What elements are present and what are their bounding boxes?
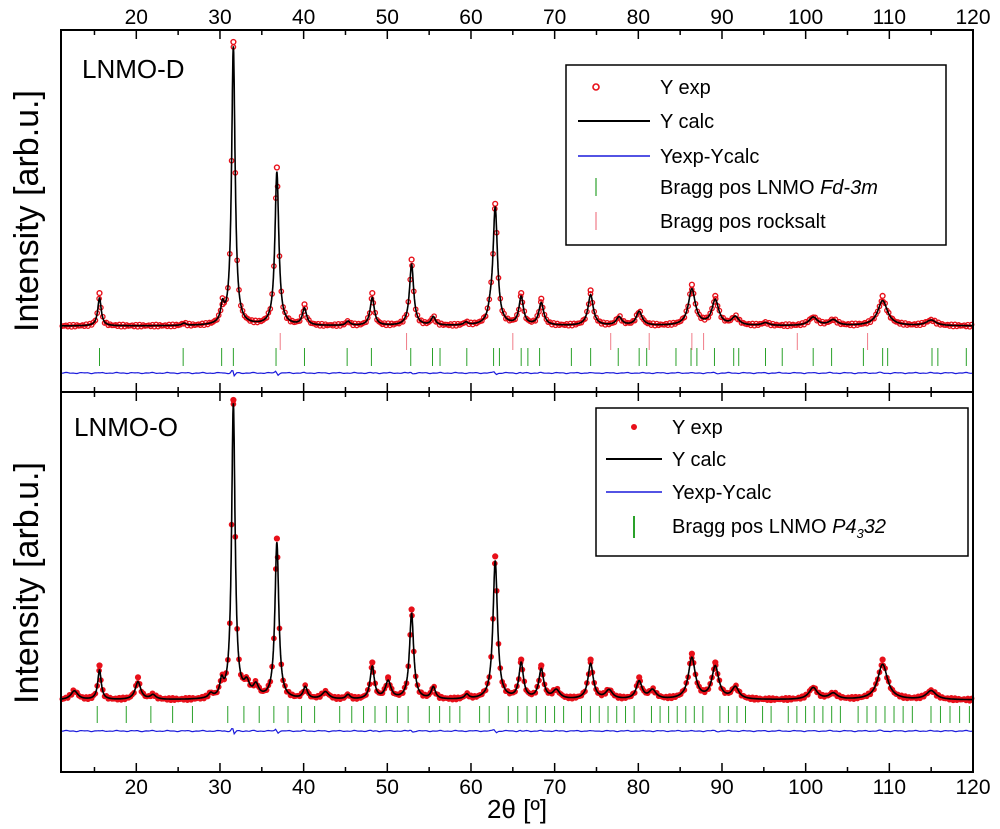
bottom-legend-bragg-plain: Bragg pos LNMO [672, 516, 832, 538]
bottom-legend-bragg-italic2: 32 [864, 516, 886, 538]
x-tick-label-bottom: 40 [292, 776, 315, 799]
x-tick-label-bottom: 20 [125, 776, 148, 799]
top-yexp-peak-point [96, 290, 103, 297]
top-legend-ycalc-label: Y calc [660, 111, 714, 133]
x-tick-label-top: 60 [459, 6, 482, 29]
top-yexp-peak-point [879, 292, 886, 300]
top-legend-yexp-label: Y exp [660, 77, 711, 99]
bottom-legend-bragg-italic: P4 [832, 516, 856, 538]
x-tick-label-top: 20 [125, 6, 148, 29]
bottom-legend: Y exp Y calc Yexp-Ycalc Bragg pos LNMO P… [595, 407, 969, 557]
x-tick-label-top: 70 [543, 6, 566, 29]
bottom-yexp-peak-point [96, 662, 103, 669]
bottom-panel-label: LNMO-O [74, 412, 178, 442]
top-yexp-peak-point [301, 301, 308, 308]
bottom-legend-yexp-label: Y exp [672, 417, 723, 439]
top-legend: Y exp Y calc Yexp-Ycalc Bragg pos LNMO F… [565, 64, 947, 246]
top-yexp-peak-point [538, 295, 545, 302]
top-diff-line [61, 369, 973, 378]
top-legend-yexp-marker [592, 83, 600, 91]
x-tick-label-bottom: 50 [376, 776, 399, 799]
top-legend-bragg-main-plain: Bragg pos LNMO [660, 177, 820, 199]
top-yexp-peak-point [688, 281, 696, 288]
bottom-yexp-peak-point [538, 662, 545, 669]
x-tick-label-top: 90 [710, 6, 733, 29]
bottom-yexp-peak-point [230, 396, 237, 404]
bottom-legend-yexp-marker [631, 424, 637, 430]
bottom-legend-bragg-label: Bragg pos LNMO P4332 [672, 516, 886, 541]
top-y-axis-label: Intensity [arb.u.] [8, 90, 46, 332]
bottom-legend-diff-label: Yexp-Ycalc [672, 482, 771, 504]
x-tick-label-bottom: 80 [627, 776, 650, 799]
top-yexp-peak-point [273, 164, 281, 171]
x-tick-label-top: 120 [955, 6, 990, 29]
bottom-yexp-peak-point [369, 659, 376, 666]
x-tick-label-bottom: 110 [873, 776, 906, 799]
bottom-yexp-peak-point [134, 674, 142, 681]
top-legend-box [565, 64, 947, 246]
top-panel-label: LNMO-D [82, 54, 185, 84]
top-legend-bragg-main-label: Bragg pos LNMO Fd-3m [660, 177, 878, 199]
bottom-yexp-peak-point [518, 656, 525, 663]
bottom-yexp-peak-point [492, 553, 499, 560]
top-yexp-point [707, 310, 714, 317]
top-panel: LNMO-D Y exp Y calc Yexp-Ycalc Bragg pos… [8, 29, 975, 393]
bottom-y-axis-label: Intensity [arb.u.] [8, 462, 46, 704]
bottom-yexp-peak-point [385, 674, 392, 681]
x-axis-title: 2θ [º] [487, 794, 547, 824]
bottom-yexp-peak-point [408, 606, 415, 613]
bottom-yexp-peak-point [636, 674, 643, 681]
x-tick-label-bottom: 100 [788, 776, 823, 799]
top-yexp-peak-point [492, 200, 499, 207]
bottom-panel: LNMO-O Y exp Y calc Yexp-Ycalc Bragg pos… [8, 391, 975, 773]
x-tick-label-bottom: 30 [208, 776, 231, 799]
bottom-yexp-peak-point [273, 535, 281, 542]
top-legend-bragg-main-italic: Fd-3m [820, 177, 878, 199]
bottom-legend-ycalc-label: Y calc [672, 449, 726, 471]
top-yexp-point [263, 314, 270, 321]
x-tick-label-top: 110 [873, 6, 906, 29]
top-yexp-point [214, 317, 220, 323]
x-tick-label-bottom: 120 [955, 776, 990, 799]
bottom-yexp-peak-point [587, 656, 594, 663]
top-yexp-peak-point [712, 292, 719, 300]
top-legend-bragg-rocksalt-label: Bragg pos rocksalt [660, 211, 826, 233]
x-tick-label-bottom: 90 [710, 776, 733, 799]
x-tick-label-top: 100 [788, 6, 823, 29]
x-tick-label-top: 80 [627, 6, 650, 29]
x-tick-label-top: 40 [292, 6, 315, 29]
top-yexp-peak-point [587, 287, 594, 294]
bottom-traces [59, 396, 975, 736]
top-legend-diff-label: Yexp-Ycalc [660, 146, 759, 168]
top-traces [59, 38, 975, 378]
bottom-yexp-peak-point [879, 656, 886, 663]
bottom-diff-line [61, 727, 973, 736]
top-yexp-peak-point [408, 256, 415, 263]
bottom-yexp-peak-point [712, 659, 719, 666]
top-yexp-peak-point [369, 290, 376, 297]
top-ycalc-line [61, 46, 973, 327]
x-tick-label-top: 30 [208, 6, 231, 29]
x-tick-label-top: 50 [376, 6, 399, 29]
top-yexp-peak-point [230, 38, 237, 46]
bottom-yexp-peak-point [688, 650, 696, 657]
x-tick-label-bottom: 60 [459, 776, 482, 799]
